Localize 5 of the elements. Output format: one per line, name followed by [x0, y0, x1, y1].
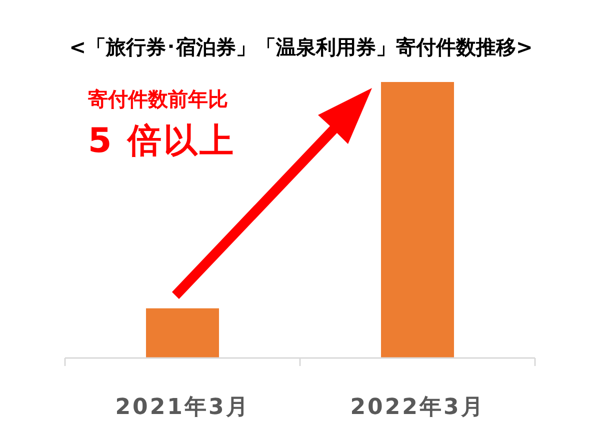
chart-title: <「旅行券･宿泊券」「温泉利用券」寄付件数推移>: [69, 35, 533, 59]
x-tick-label: 2021年3月: [115, 395, 250, 420]
annotation: 5 倍以上: [88, 121, 236, 161]
x-tick-label: 2022年3月: [350, 395, 485, 420]
annotation: 寄付件数前年比: [88, 87, 228, 111]
